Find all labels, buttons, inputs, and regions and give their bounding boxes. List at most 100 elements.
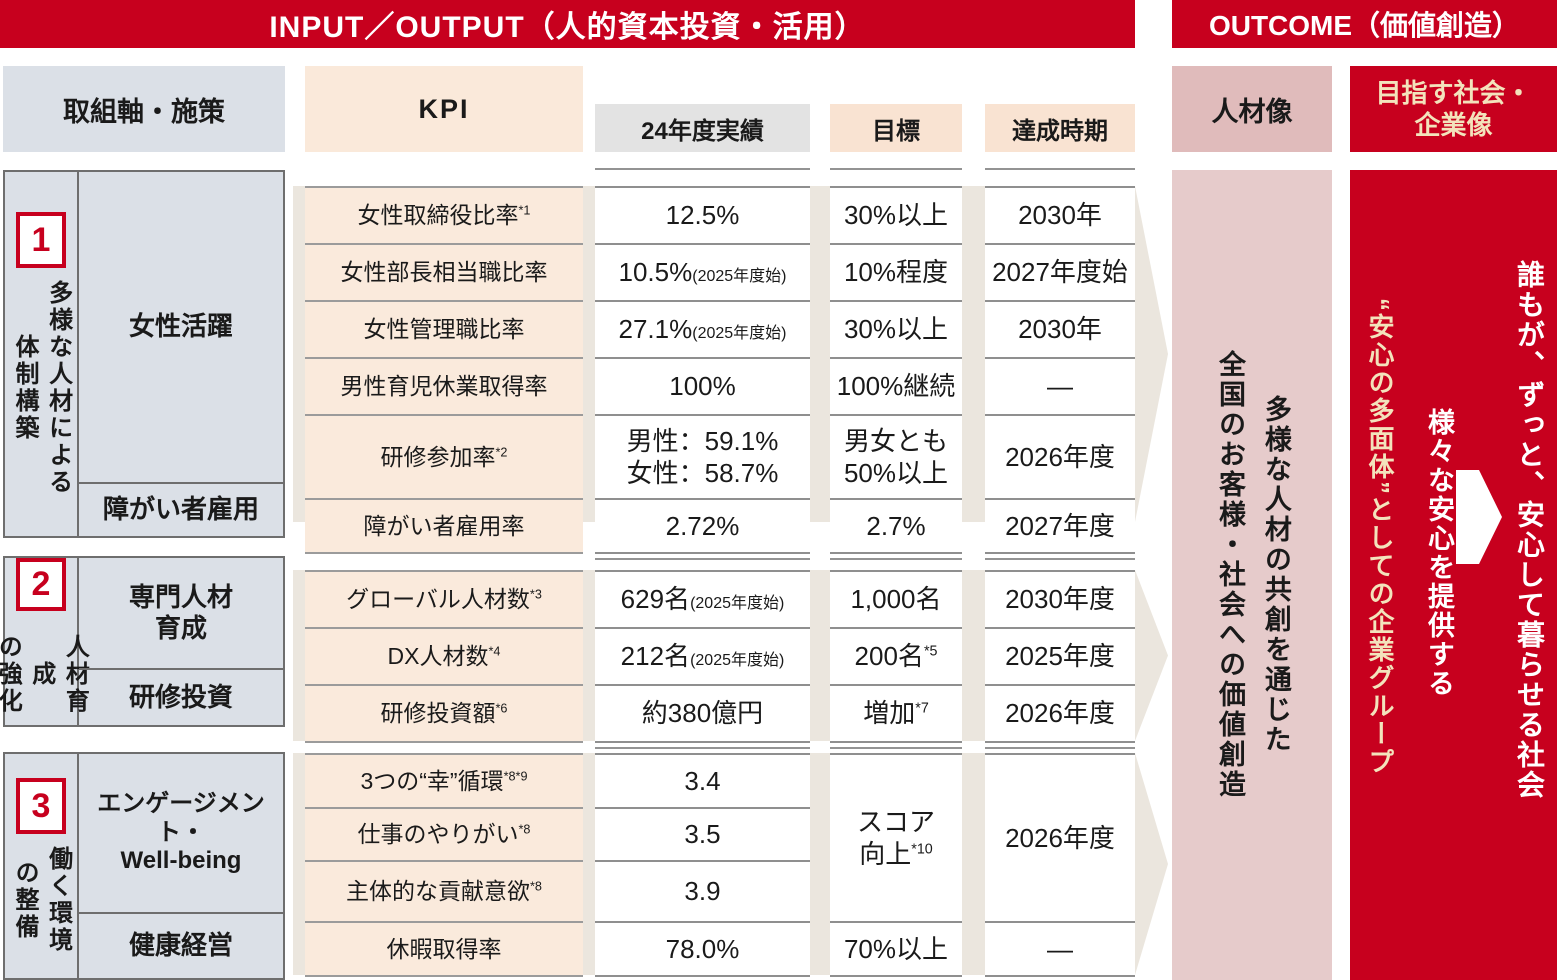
result-cell: 629名(2025年度始) — [595, 570, 810, 627]
target-column-section-1: 30%以上 10%程度 30%以上 100%継続 男女とも 50%以上 2.7% — [830, 186, 962, 554]
cut-line — [830, 168, 962, 170]
timing-cell: — — [985, 357, 1135, 414]
outcome-banner-label: OUTCOME（価値創造） — [1208, 10, 1521, 41]
timing-cell: 2026年度 — [985, 684, 1135, 741]
kpi-labels-section-1: 女性取締役比率*1 女性部長相当職比率 女性管理職比率 男性育児休業取得率 研修… — [305, 186, 583, 554]
kpi-cell: 3つの“幸”循環*8*9 — [305, 753, 583, 807]
kpi-cell: 研修投資額*6 — [305, 684, 583, 741]
subcategory-label: エンゲージメント・ Well-being — [97, 789, 265, 875]
kpi-labels-section-2: グローバル人材数*3 DX人材数*4 研修投資額*6 — [305, 570, 583, 743]
result-cell: 12.5% — [595, 186, 810, 243]
section-3-axis-label: 働く環境 の整備 — [11, 846, 72, 954]
timing-cell: 2030年 — [985, 186, 1135, 243]
timing-cell: 2027年度始 — [985, 243, 1135, 300]
timing-column-section-3: 2026年度 — — [985, 753, 1135, 977]
target-cell: 70%以上 — [830, 921, 962, 975]
target-cell: 100%継続 — [830, 357, 962, 414]
section-3-number-badge: 3 — [16, 778, 66, 834]
kpi-column-header: KPI — [305, 66, 583, 152]
result-cell: 100% — [595, 357, 810, 414]
cut-line — [830, 558, 962, 560]
target-column-section-2: 1,000名 200名*5 増加*7 — [830, 570, 962, 743]
kpi-labels-section-3: 3つの“幸”循環*8*9 仕事のやりがい*8 主体的な貢献意欲*8 休暇取得率 — [305, 753, 583, 977]
target-cell: 男女とも 50%以上 — [830, 414, 962, 498]
result-cell: 約380億円 — [595, 684, 810, 741]
section-3-group: 3 働く環境 の整備 エンゲージメント・ Well-being 健康経営 — [3, 752, 285, 980]
target-column-header: 目標 — [830, 104, 962, 152]
section-2-group: 2 人材育成 の強化 専門人材 育成 研修投資 — [0, 556, 285, 727]
cut-line — [985, 747, 1135, 749]
section-3-axis: 3 働く環境 の整備 — [5, 754, 79, 978]
target-cell: 2.7% — [830, 498, 962, 552]
target-cell: 1,000名 — [830, 570, 962, 627]
result-cell: 3.4 — [595, 753, 810, 807]
result-cell: 212名(2025年度始) — [595, 627, 810, 684]
vision-column-header: 目指す社会・ 企業像 — [1350, 66, 1557, 152]
result-column-section-2: 629名(2025年度始) 212名(2025年度始) 約380億円 — [595, 570, 810, 743]
target-cell: 200名*5 — [830, 627, 962, 684]
result-cell: 男性：59.1% 女性：58.7% — [595, 414, 810, 498]
subcategory-label: 女性活躍 — [128, 311, 233, 342]
cut-line — [830, 747, 962, 749]
subcategory-label: 研修投資 — [79, 668, 283, 725]
timing-column-header: 達成時期 — [985, 104, 1135, 152]
kpi-cell: 女性部長相当職比率 — [305, 243, 583, 300]
subcategory-label: 障がい者雇用 — [79, 482, 283, 536]
result-cell: 3.9 — [595, 860, 810, 921]
section-1-number-badge: 1 — [16, 212, 66, 268]
subcategory-label: 健康経営 — [79, 912, 283, 978]
result-cell: 10.5%(2025年度始) — [595, 243, 810, 300]
cut-line — [595, 747, 810, 749]
timing-cell-merged: 2026年度 — [985, 753, 1135, 921]
timing-cell: 2030年度 — [985, 570, 1135, 627]
outcome-banner: OUTCOME（価値創造） — [1172, 0, 1557, 48]
timing-cell: — — [985, 921, 1135, 975]
result-cell: 3.5 — [595, 807, 810, 860]
vision-column: 誰もが、ずっと、安心して暮らせる社会 様々な安心を提供する “安心の多面体”とし… — [1350, 170, 1557, 980]
vision-text-group: “安心の多面体”としての企業グループ — [1365, 298, 1395, 776]
jinzai-vertical-text: 多様な人材の共創を通じた 全国のお客様・社会への価値創造 — [1215, 350, 1291, 800]
cut-line — [595, 168, 810, 170]
subcategory-label: 専門人材 育成 — [128, 581, 233, 643]
section-2-axis: 2 人材育成 の強化 — [0, 558, 88, 725]
section-1-axis-label: 多様な人材による 体制構築 — [11, 280, 72, 496]
jinzai-column: 多様な人材の共創を通じた 全国のお客様・社会への価値創造 — [1172, 170, 1332, 980]
kpi-cell: 休暇取得率 — [305, 921, 583, 975]
kpi-cell: 障がい者雇用率 — [305, 498, 583, 552]
axis-column-header: 取組軸・施策 — [3, 66, 285, 152]
vision-text-society: 誰もが、ずっと、安心して暮らせる社会 — [1514, 260, 1545, 800]
section-1-axis: 1 多様な人材による 体制構築 — [5, 172, 79, 536]
timing-cell: 2027年度 — [985, 498, 1135, 552]
timing-cell: 2030年 — [985, 300, 1135, 357]
timing-column-section-1: 2030年 2027年度始 2030年 — 2026年度 2027年度 — [985, 186, 1135, 554]
target-cell: 10%程度 — [830, 243, 962, 300]
input-output-banner: INPUT／OUTPUT（人的資本投資・活用） — [0, 0, 1135, 48]
right-arrow-icon — [1456, 470, 1502, 564]
section-2-number-badge: 2 — [16, 558, 66, 612]
jinzai-column-header: 人材像 — [1172, 66, 1332, 152]
kpi-cell: 女性取締役比率*1 — [305, 186, 583, 243]
result-cell: 27.1%(2025年度始) — [595, 300, 810, 357]
result-cell: 78.0% — [595, 921, 810, 975]
cut-line — [985, 558, 1135, 560]
timing-column-section-2: 2030年度 2025年度 2026年度 — [985, 570, 1135, 743]
input-output-banner-label: INPUT／OUTPUT（人的資本投資・活用） — [269, 11, 866, 44]
vision-text-provide: 様々な安心を提供する — [1424, 408, 1454, 698]
target-cell: 増加*7 — [830, 684, 962, 741]
cut-line — [595, 558, 810, 560]
section-2-axis-label: 人材育成 の強化 — [0, 633, 89, 715]
kpi-cell: グローバル人材数*3 — [305, 570, 583, 627]
result-column-header: 24年度実績 — [595, 104, 810, 152]
result-column-section-3: 3.4 3.5 3.9 78.0% — [595, 753, 810, 977]
timing-cell: 2026年度 — [985, 414, 1135, 498]
timing-cell: 2025年度 — [985, 627, 1135, 684]
kpi-cell: 男性育児休業取得率 — [305, 357, 583, 414]
target-cell: 30%以上 — [830, 300, 962, 357]
target-column-section-3: スコア 向上*10 70%以上 — [830, 753, 962, 977]
cut-line — [985, 168, 1135, 170]
kpi-cell: 女性管理職比率 — [305, 300, 583, 357]
kpi-cell: 主体的な貢献意欲*8 — [305, 860, 583, 921]
kpi-cell: DX人材数*4 — [305, 627, 583, 684]
target-cell-merged: スコア 向上*10 — [830, 753, 962, 921]
